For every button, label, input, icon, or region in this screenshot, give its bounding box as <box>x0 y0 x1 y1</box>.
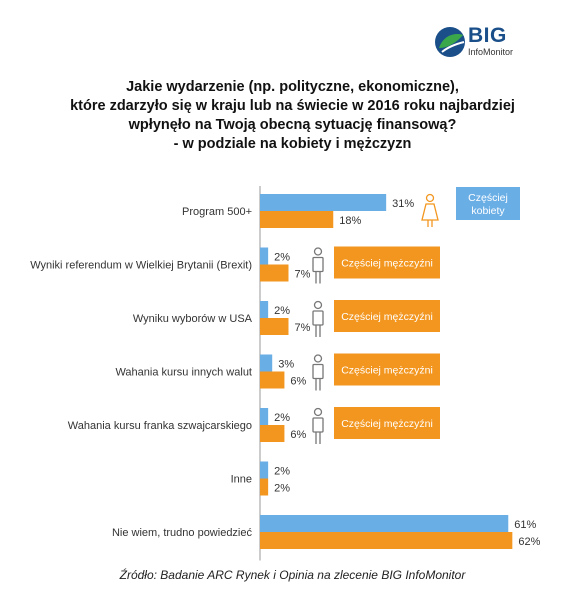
category-label: Inne <box>231 474 252 486</box>
chart-title-line-3: wpłynęło na Twoją obecną sytuację finans… <box>128 117 457 133</box>
callout-box <box>456 187 520 220</box>
bar-men <box>260 264 289 282</box>
value-label-men: 7% <box>294 322 310 334</box>
value-label-women: 2% <box>274 305 290 317</box>
callout-text: Częściej mężczyźni <box>341 311 433 323</box>
logo-text: BIG <box>468 24 507 47</box>
logo-subtext: InfoMonitor <box>468 47 514 57</box>
category-label: Program 500+ <box>182 206 252 218</box>
callout-box <box>334 246 440 279</box>
category-label: Wahania kursu franka szwajcarskiego <box>68 420 252 432</box>
callout-text: kobiety <box>471 205 505 217</box>
callout-box <box>334 407 440 439</box>
bar-women <box>260 515 509 532</box>
value-label-women: 2% <box>274 466 290 478</box>
category-label: Wyniki referendum w Wielkiej Brytanii (B… <box>30 260 252 272</box>
category-label: Wyniku wyborów w USA <box>133 313 253 325</box>
value-label-women: 31% <box>392 198 414 210</box>
bar-men <box>260 371 285 389</box>
callout-box <box>334 300 440 332</box>
bar-women <box>260 354 273 372</box>
man-icon <box>312 300 324 337</box>
value-label-men: 7% <box>294 269 310 281</box>
value-label-women: 61% <box>514 519 536 531</box>
bar-men <box>260 532 513 549</box>
logo-mark-icon <box>435 27 465 57</box>
callout-box <box>334 353 440 386</box>
value-label-men: 62% <box>518 536 540 548</box>
callout-text: Częściej <box>468 192 508 204</box>
callout-text: Częściej mężczyźni <box>341 258 433 270</box>
man-icon <box>312 247 324 284</box>
value-label-women: 2% <box>274 412 290 424</box>
bar-women <box>260 461 269 479</box>
source-note: Źródło: Badanie ARC Rynek i Opinia na zl… <box>119 568 466 582</box>
bar-men <box>260 318 289 335</box>
big-infomonitor-logo: BIG InfoMonitor <box>434 22 554 62</box>
bar-women <box>260 247 269 265</box>
value-label-men: 6% <box>290 429 306 441</box>
bar-men <box>260 478 269 496</box>
value-label-women: 3% <box>278 359 294 371</box>
chart-title-line-1: Jakie wydarzenie (np. polityczne, ekonom… <box>126 79 459 95</box>
bar-women <box>260 194 387 211</box>
man-icon <box>312 354 324 391</box>
callout-text: Częściej mężczyźni <box>341 365 433 377</box>
woman-icon <box>421 193 439 227</box>
bar-women <box>260 408 269 425</box>
category-label: Nie wiem, trudno powiedzieć <box>112 527 253 539</box>
value-label-men: 18% <box>339 215 361 227</box>
bar-men <box>260 211 334 228</box>
chart-title-line-2: które zdarzyło się w kraju lub na świeci… <box>70 98 515 114</box>
bar-women <box>260 301 269 318</box>
value-label-men: 2% <box>274 483 290 495</box>
bar-men <box>260 425 285 442</box>
value-label-women: 2% <box>274 252 290 264</box>
callout-text: Częściej mężczyźni <box>341 418 433 430</box>
category-label: Wahania kursu innych walut <box>115 367 252 379</box>
chart-title-line-4: - w podziale na kobiety i mężczyzn <box>173 136 412 152</box>
man-icon <box>312 407 324 444</box>
value-label-men: 6% <box>290 376 306 388</box>
